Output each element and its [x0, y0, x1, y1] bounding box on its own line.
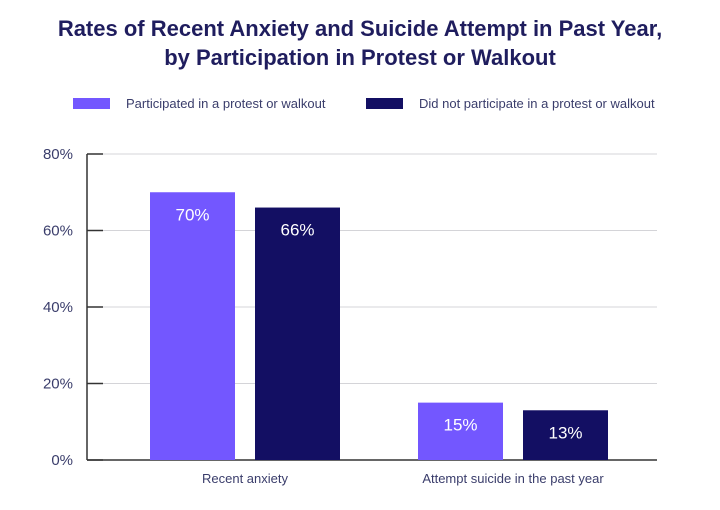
legend-label: Participated in a protest or walkout	[126, 96, 326, 111]
legend-swatch	[366, 98, 403, 109]
bar	[255, 207, 340, 460]
x-category-label: Attempt suicide in the past year	[422, 471, 604, 486]
legend-item-not-participated: Did not participate in a protest or walk…	[366, 96, 655, 111]
x-category-label: Recent anxiety	[202, 471, 288, 486]
bar	[523, 410, 608, 460]
data-label: 15%	[443, 416, 477, 435]
y-tick-label: 60%	[43, 223, 73, 240]
legend-swatch	[73, 98, 110, 109]
y-tick-label: 20%	[43, 376, 73, 393]
y-tick-label: 40%	[43, 299, 73, 316]
data-label: 13%	[548, 423, 582, 442]
legend-label: Did not participate in a protest or walk…	[419, 96, 655, 111]
legend-item-participated: Participated in a protest or walkout	[73, 96, 325, 111]
bar	[150, 192, 235, 460]
title-line-1: Rates of Recent Anxiety and Suicide Atte…	[57, 16, 663, 41]
data-label: 66%	[280, 221, 314, 240]
y-tick-label: 0%	[51, 452, 73, 469]
y-tick-label: 80%	[43, 146, 73, 163]
data-label: 70%	[175, 205, 209, 224]
chart-title: Rates of Recent Anxiety and Suicide Atte…	[0, 14, 720, 72]
bar	[418, 402, 503, 460]
title-line-2: by Participation in Protest or Walkout	[164, 45, 556, 70]
